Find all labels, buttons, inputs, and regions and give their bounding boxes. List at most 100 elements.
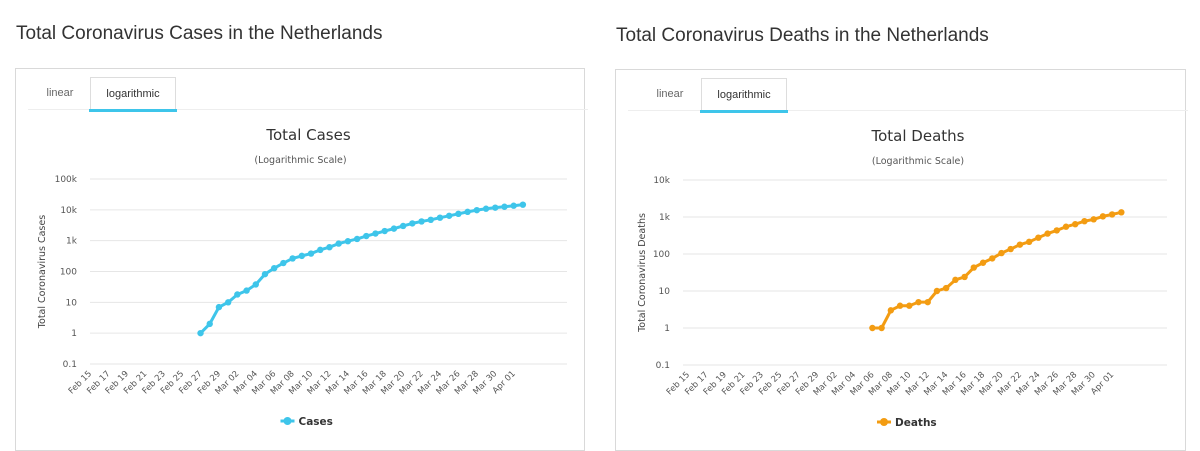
cases-chart-card: linear logarithmic [15, 68, 588, 451]
data-point [234, 291, 241, 298]
data-point [933, 287, 941, 295]
y-tick-label: 0.1 [63, 360, 77, 370]
deaths-chart-card: linear logarithmic [615, 69, 1188, 451]
data-point [1025, 238, 1033, 246]
data-point [1108, 211, 1116, 218]
data-point [970, 264, 978, 271]
data-point [399, 222, 407, 230]
data-point [427, 216, 434, 224]
data-point [344, 238, 352, 245]
data-point [353, 235, 361, 243]
data-point [473, 206, 481, 214]
chart-title: Total Deaths [871, 127, 965, 145]
data-point [1090, 216, 1097, 223]
data-point [455, 210, 462, 218]
legend-label: Cases [299, 416, 333, 428]
data-point [942, 284, 950, 292]
data-point [915, 298, 922, 306]
data-point [252, 281, 259, 288]
data-point [1118, 209, 1125, 216]
chart-title: Total Cases [265, 126, 351, 144]
data-point [998, 249, 1005, 257]
y-tick-label: 1 [664, 324, 670, 334]
data-point [445, 212, 453, 219]
series-line-cases [199, 203, 525, 335]
y-tick-label: 100k [55, 175, 78, 185]
data-point [924, 298, 931, 306]
tab-logarithmic-label: logarithmic [106, 88, 160, 100]
data-point [243, 287, 250, 294]
tab-logarithmic[interactable]: logarithmic [700, 78, 788, 113]
data-point [261, 270, 269, 278]
data-point [878, 324, 885, 332]
data-point [224, 299, 232, 306]
series-line-deaths [870, 210, 1123, 330]
data-point [1099, 213, 1107, 220]
data-point [390, 225, 398, 232]
data-point [979, 259, 987, 266]
data-point [869, 324, 876, 332]
data-point [436, 214, 444, 221]
active-tab-indicator [89, 109, 177, 112]
y-tick-label: 1k [659, 213, 671, 223]
data-point [335, 240, 342, 247]
data-point [492, 204, 499, 211]
data-point [1007, 245, 1014, 253]
legend-marker [283, 417, 292, 425]
y-tick-label: 10 [659, 287, 671, 297]
y-tick-label: 0.1 [656, 361, 670, 371]
y-tick-label: 10k [653, 176, 670, 186]
data-point [961, 273, 968, 281]
data-point [271, 264, 278, 272]
cases-tab-bar: linear logarithmic [28, 77, 588, 112]
y-tick-label: 10k [60, 206, 77, 216]
cases-panel-heading: Total Coronavirus Cases in the Netherlan… [16, 23, 383, 44]
y-tick-label: 1 [71, 329, 77, 339]
data-point [409, 220, 416, 227]
tab-linear[interactable]: linear [46, 87, 74, 99]
tab-logarithmic[interactable]: logarithmic [89, 77, 177, 112]
y-tick-label: 10 [66, 298, 78, 308]
data-point [197, 329, 204, 337]
chart-subtitle: (Logarithmic Scale) [872, 156, 964, 167]
y-tick-label: 100 [60, 268, 77, 278]
data-point [1072, 220, 1079, 228]
data-point [510, 202, 517, 209]
legend-marker [880, 418, 888, 426]
deaths-panel-heading: Total Coronavirus Deaths in the Netherla… [616, 25, 989, 46]
data-point [215, 303, 223, 311]
data-point [1053, 227, 1060, 234]
data-point [464, 208, 471, 216]
y-tick-label: 100 [653, 250, 670, 260]
data-point [1035, 234, 1042, 241]
data-point [298, 252, 306, 260]
data-point [952, 276, 959, 284]
data-point [289, 255, 296, 262]
tab-linear[interactable]: linear [656, 88, 684, 100]
data-point [1044, 230, 1051, 237]
y-axis-label: Total Coronavirus Cases [37, 215, 48, 329]
data-point [896, 302, 904, 309]
data-point [280, 259, 287, 267]
data-point [326, 243, 333, 251]
tab-logarithmic-label: logarithmic [717, 89, 771, 101]
y-axis-label: Total Coronavirus Deaths [637, 213, 648, 333]
legend-label: Deaths [895, 417, 937, 429]
data-point [317, 246, 324, 254]
deaths-chart: Total Deaths (Logarithmic Scale) 10k 1k 100 1… [637, 127, 1167, 429]
data-point [206, 320, 213, 328]
data-point [363, 232, 370, 240]
data-point [1016, 241, 1024, 248]
data-point [482, 205, 490, 212]
active-tab-indicator [700, 110, 788, 113]
data-point [887, 307, 895, 314]
data-point [381, 227, 388, 235]
data-point [501, 203, 508, 210]
cases-chart: Total Cases (Logarithmic Scale) 100k 10k 1k 1… [37, 126, 567, 428]
data-point [1062, 223, 1070, 230]
data-point [1081, 217, 1088, 225]
data-point [989, 255, 996, 262]
data-point [372, 230, 379, 237]
data-point [519, 201, 527, 208]
chart-subtitle: (Logarithmic Scale) [254, 155, 346, 166]
